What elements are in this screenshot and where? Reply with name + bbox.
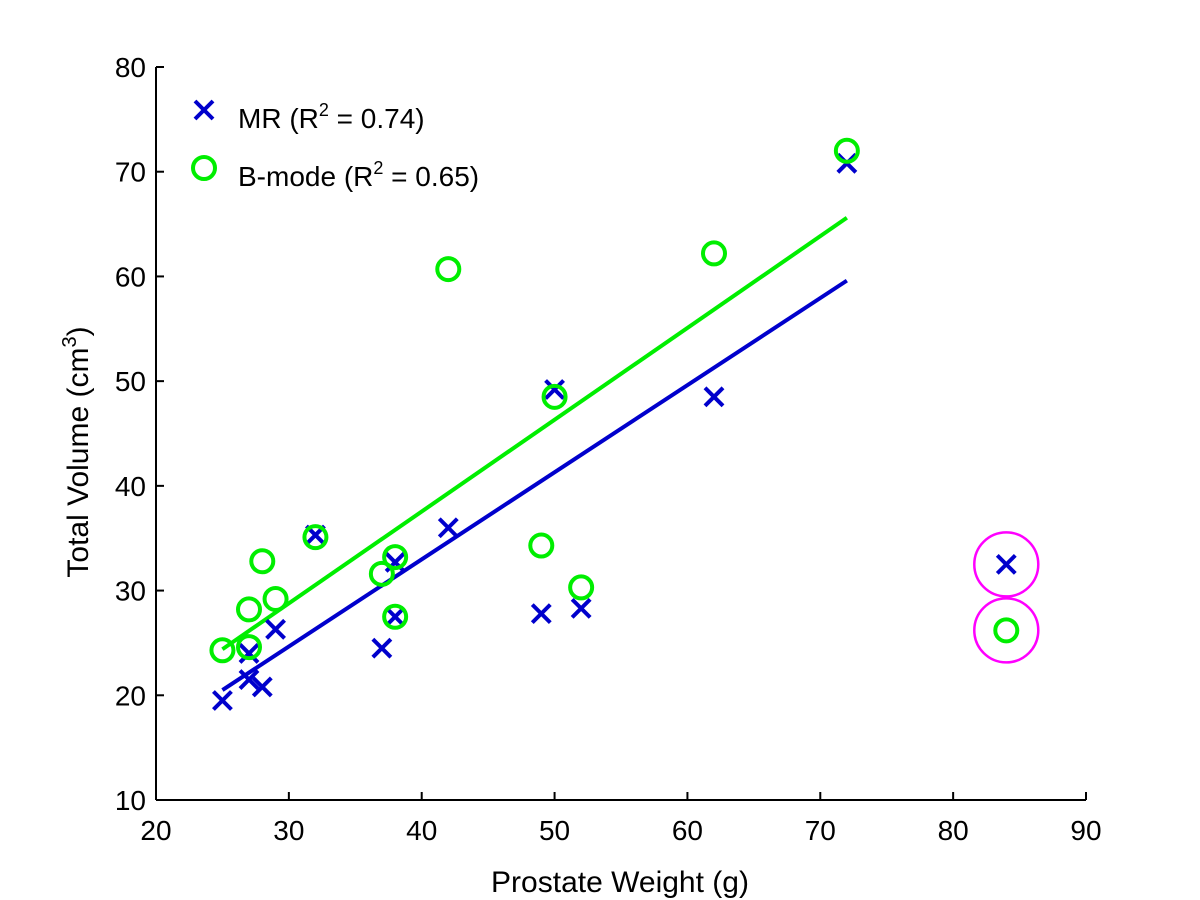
- y-tick-label: 50: [115, 366, 146, 397]
- b-mode-point: [701, 240, 727, 267]
- y-axis-label-end: ): [62, 326, 95, 336]
- mr-point: [251, 676, 273, 698]
- y-tick-label: 10: [115, 785, 146, 816]
- x-tick-label: 90: [1070, 815, 1101, 846]
- legend: MR (R2 = 0.74)B-mode (R2 = 0.65): [191, 99, 479, 192]
- mr-point: [570, 597, 592, 619]
- b-mode-point: [382, 544, 409, 571]
- mr-point: [238, 642, 260, 664]
- x-tick-label: 70: [805, 815, 836, 846]
- b-mode-point: [368, 560, 395, 587]
- mr-point: [212, 690, 233, 711]
- legend-mr-marker-stroke-b: [193, 99, 215, 121]
- y-tick-label: 70: [115, 157, 146, 188]
- highlight-circle: [973, 597, 1040, 664]
- b-mode-point: [541, 383, 568, 410]
- mr-point: [265, 618, 286, 640]
- b-mode-point: [382, 603, 409, 630]
- highlight-circle: [973, 531, 1040, 598]
- mr-point: [238, 669, 260, 690]
- legend-series-name: MR (R: [238, 103, 319, 134]
- mr-point-stroke-b: [238, 642, 260, 664]
- b-mode-point: [209, 637, 236, 664]
- b-mode-point: [993, 617, 1020, 644]
- y-axis-label-main: Total Volume (cm: [62, 348, 95, 578]
- legend-mr-label: MR (R2 = 0.74): [238, 100, 425, 134]
- b-mode-point: [435, 256, 462, 283]
- legend-mr-marker: [193, 99, 215, 121]
- mr-point-stroke-b: [265, 618, 286, 640]
- mr-point-stroke-b: [238, 669, 260, 690]
- b-mode-point: [236, 596, 262, 623]
- mr-point-stroke-b: [212, 690, 233, 711]
- mr-point: [371, 637, 393, 659]
- mr-point-stroke-b: [437, 517, 459, 539]
- y-tick-label: 30: [115, 576, 146, 607]
- legend-b-mode-label: B-mode (R2 = 0.65): [238, 158, 479, 192]
- mr-point: [703, 386, 725, 408]
- mr-point-stroke-b: [544, 379, 565, 400]
- b-mode-point: [262, 585, 289, 612]
- mr-point: [384, 606, 406, 628]
- legend-r2-value: = 0.74): [329, 103, 425, 134]
- y-tick-label: 80: [115, 52, 146, 83]
- x-tick-label: 30: [273, 815, 304, 846]
- b-mode-point: [249, 548, 276, 575]
- mr-point-stroke-b: [995, 553, 1017, 575]
- highlight-circles: [973, 531, 1040, 664]
- b-mode-point: [833, 137, 860, 164]
- legend-r2-superscript: 2: [319, 100, 329, 120]
- b-mode-fit-line: [221, 216, 848, 651]
- y-axis-label-sup: 3: [59, 336, 81, 347]
- mr-point: [437, 517, 459, 539]
- x-tick-label: 40: [406, 815, 437, 846]
- mr-point: [530, 603, 552, 625]
- x-tick-label: 50: [539, 815, 570, 846]
- b-mode-point: [236, 634, 262, 661]
- data-points: [209, 137, 1020, 711]
- mr-point: [995, 553, 1017, 575]
- mr-point: [544, 379, 565, 400]
- mr-point-stroke-b: [570, 597, 592, 619]
- legend-b-mode-marker: [191, 155, 217, 181]
- legend-r2-value: = 0.65): [383, 161, 479, 192]
- mr-point-stroke-b: [703, 386, 725, 408]
- y-axis-label: Total Volume (cm3): [59, 326, 95, 577]
- fit-lines: [221, 216, 848, 692]
- mr-point-stroke-b: [251, 676, 273, 698]
- legend-series-name: B-mode (R: [238, 161, 373, 192]
- y-tick-label: 40: [115, 471, 146, 502]
- x-tick-label: 20: [140, 815, 171, 846]
- mr-fit-line: [221, 278, 848, 692]
- b-mode-point: [568, 574, 595, 601]
- b-mode-point: [528, 532, 555, 559]
- x-tick-label: 60: [672, 815, 703, 846]
- y-tick-label: 20: [115, 680, 146, 711]
- mr-point-stroke-b: [384, 606, 406, 628]
- x-axis-label: Prostate Weight (g): [491, 866, 749, 899]
- mr-point-stroke-b: [530, 603, 552, 625]
- y-tick-label: 60: [115, 261, 146, 292]
- legend-r2-superscript: 2: [373, 158, 383, 178]
- x-tick-label: 80: [938, 815, 969, 846]
- b-mode-point: [302, 524, 329, 551]
- mr-point-stroke-b: [371, 637, 393, 659]
